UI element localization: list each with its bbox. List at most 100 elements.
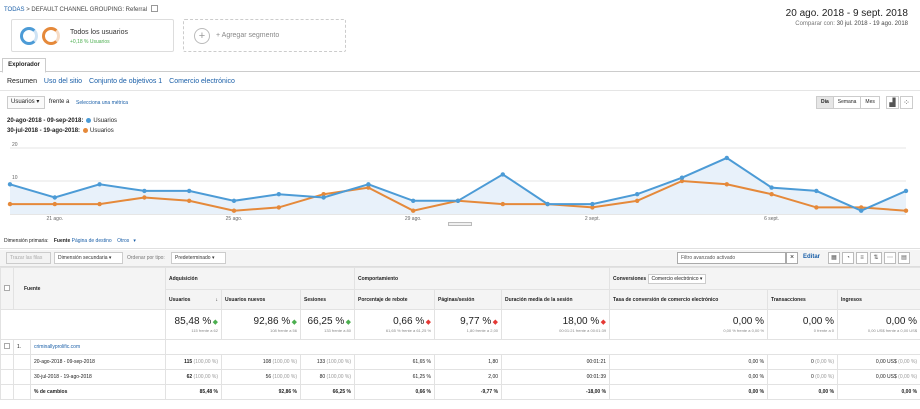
data-point-previous bbox=[97, 201, 102, 207]
tab-explorer[interactable]: Explorador bbox=[2, 58, 46, 73]
period-month-button[interactable]: Mes bbox=[860, 96, 880, 109]
summary-transactions-value: 0,00 % bbox=[802, 316, 835, 327]
row-spacer bbox=[13, 369, 31, 385]
col-transactions-header[interactable]: Transacciones bbox=[767, 289, 839, 310]
performance-view-icon[interactable]: ≡ bbox=[856, 252, 868, 264]
legend-range: 30-jul-2018 - 19-ago-2018: bbox=[7, 128, 81, 135]
col-conv-rate-header[interactable]: Tasa de conversión de comercio electróni… bbox=[609, 289, 769, 310]
subtab-goal-set[interactable]: Conjunto de objetivos 1 bbox=[89, 78, 163, 85]
advanced-filter-field[interactable]: Filtro avanzado activado bbox=[677, 252, 786, 264]
data-point-current bbox=[814, 188, 819, 194]
cell-users-value: 62 bbox=[186, 374, 193, 380]
select-metric-link[interactable]: Selecciona una métrica bbox=[76, 100, 128, 106]
data-point-previous bbox=[321, 192, 326, 197]
data-point-current bbox=[411, 198, 416, 203]
dimension-landing-page[interactable]: Página de destino bbox=[71, 238, 112, 244]
data-point-previous bbox=[142, 195, 147, 200]
data-point-previous bbox=[366, 185, 371, 190]
select-all-checkbox[interactable] bbox=[4, 284, 10, 291]
col-pages-header[interactable]: Páginas/sesión bbox=[434, 289, 503, 310]
x-tick-label: 25 ago. bbox=[226, 216, 243, 222]
sort-type-dropdown[interactable]: Predeterminado ▾ bbox=[171, 252, 226, 264]
chart-resize-handle[interactable] bbox=[448, 222, 472, 226]
metric-dropdown-label: Usuarios bbox=[11, 99, 35, 105]
date-range-main[interactable]: 20 ago. 2018 - 9 sept. 2018 bbox=[785, 8, 908, 19]
data-point-current bbox=[231, 198, 237, 203]
cell-bounce: 61,65 % bbox=[354, 354, 436, 370]
row-checkbox[interactable] bbox=[4, 343, 10, 349]
summary-conv-rate-detail: 0,00 % frente a 0,00 % bbox=[723, 328, 765, 333]
divider bbox=[0, 90, 920, 91]
cell-pages: 2,00 bbox=[434, 369, 503, 385]
period-buttons: Día Semana Mes bbox=[816, 96, 880, 109]
data-point-previous bbox=[903, 208, 909, 213]
motion-chart-icon[interactable]: ⁘ bbox=[900, 96, 913, 109]
summary-duration: 18,00 % ◆ 00:01:21 frente a 00:01:39 bbox=[501, 309, 611, 340]
plot-rows-button[interactable]: Trazar las filas bbox=[6, 252, 51, 264]
secondary-dimension-dropdown[interactable]: Dimensión secundaria ▾ bbox=[54, 252, 123, 264]
metric-dropdown[interactable]: Usuarios ▾ bbox=[7, 96, 45, 109]
term-cloud-icon[interactable]: ⋯ bbox=[884, 252, 896, 264]
cell-new-users: 56 (100,00 %) bbox=[221, 369, 302, 385]
secondary-dimension-label: Dimensión secundaria bbox=[58, 255, 108, 261]
pie-view-icon[interactable]: ◔ bbox=[842, 252, 854, 264]
dimension-source[interactable]: Fuente bbox=[53, 238, 71, 244]
row-source-link[interactable]: criminallyprolific.com bbox=[29, 339, 167, 355]
conversions-dropdown[interactable]: Comercio electrónico ▾ bbox=[647, 273, 707, 284]
line-chart-icon[interactable]: ▟ bbox=[886, 96, 899, 109]
dimension-other[interactable]: Otros bbox=[117, 238, 130, 244]
subtab-ecommerce[interactable]: Comercio electrónico bbox=[169, 78, 235, 85]
data-point-current bbox=[724, 155, 729, 161]
col-source-header[interactable]: Fuente bbox=[12, 267, 167, 310]
summary-pages: 9,77 % ◆ 1,80 frente a 2,00 bbox=[434, 309, 503, 340]
down-diamond-icon: ◆ bbox=[425, 319, 432, 326]
summary-transactions: 0,00 % 0 frente a 0 bbox=[767, 309, 839, 340]
table-row: 20-ago-2018 - 09-sep-2018 115 (100,00 %)… bbox=[0, 354, 920, 370]
sort-type-value: Predeterminado bbox=[175, 255, 211, 261]
date-compare: Comparar con: 30 jul. 2018 - 19 ago. 201… bbox=[786, 21, 908, 27]
edit-filter-link[interactable]: Editar bbox=[803, 254, 821, 260]
cell-new-users-value: 56 bbox=[265, 374, 272, 380]
x-tick-label: 2 sept. bbox=[585, 216, 600, 222]
col-sessions-header[interactable]: Sesiones bbox=[300, 289, 356, 310]
close-icon[interactable]: × bbox=[786, 252, 798, 264]
col-new-users-header[interactable]: Usuarios nuevos bbox=[221, 289, 302, 310]
breadcrumb: TODAS > DEFAULT CHANNEL GROUPING: Referr… bbox=[4, 5, 158, 14]
data-point-previous bbox=[724, 182, 729, 187]
data-point-current bbox=[321, 195, 326, 200]
cell-sessions-value: 133 bbox=[316, 359, 326, 365]
summary-sessions-value: 66,25 % bbox=[307, 316, 345, 327]
summary-revenue-detail: 0,00 US$ frente a 0,00 US$ bbox=[867, 328, 918, 333]
table-view-icon[interactable]: ▦ bbox=[828, 252, 840, 264]
breadcrumb-view: DEFAULT CHANNEL GROUPING: Referral bbox=[31, 7, 148, 14]
cell-transactions-pct: (0,00 %) bbox=[815, 359, 835, 365]
period-week-button[interactable]: Semana bbox=[832, 96, 862, 109]
subtab-site-usage[interactable]: Uso del sitio bbox=[43, 78, 83, 85]
data-point-previous bbox=[769, 192, 774, 197]
breadcrumb-dropdown-icon[interactable] bbox=[150, 5, 158, 12]
data-point-previous bbox=[814, 205, 819, 210]
row-checkbox-cell bbox=[0, 339, 14, 355]
cell-conv-rate: 0,00 % bbox=[609, 384, 769, 400]
col-revenue-header[interactable]: Ingresos bbox=[837, 289, 920, 310]
down-diamond-icon: ◆ bbox=[492, 319, 499, 326]
add-segment-button[interactable]: + + Agregar segmento bbox=[183, 19, 346, 52]
subtab-summary[interactable]: Resumen bbox=[7, 78, 37, 85]
pivot-view-icon[interactable]: ▤ bbox=[898, 252, 910, 264]
cell-revenue: 0,00 US$ (0,00 %) bbox=[837, 354, 920, 370]
col-bounce-header[interactable]: Porcentaje de rebote bbox=[354, 289, 436, 310]
col-duration-header[interactable]: Duración media de la sesión bbox=[501, 289, 611, 310]
up-diamond-icon: ◆ bbox=[291, 319, 298, 326]
col-users-header[interactable]: Usuarios ↓ bbox=[165, 289, 223, 310]
date-range-picker[interactable]: 20 ago. 2018 - 9 sept. 2018 Comparar con… bbox=[786, 8, 908, 27]
segment-change: +0,18 % Usuarios bbox=[70, 39, 110, 45]
period-day-button[interactable]: Día bbox=[816, 96, 834, 109]
cell-revenue-value: 0,00 US$ bbox=[875, 374, 897, 380]
chevron-down-icon: ▾ bbox=[36, 99, 40, 105]
comparison-view-icon[interactable]: ⇅ bbox=[870, 252, 882, 264]
legend-dot-icon bbox=[86, 118, 92, 123]
breadcrumb-root[interactable]: TODAS bbox=[4, 7, 25, 14]
summary-conv-rate: 0,00 % 0,00 % frente a 0,00 % bbox=[609, 309, 769, 340]
x-tick-label: 6 sept. bbox=[764, 216, 779, 222]
segment-all-users[interactable]: Todos los usuarios +0,18 % Usuarios bbox=[11, 19, 174, 52]
